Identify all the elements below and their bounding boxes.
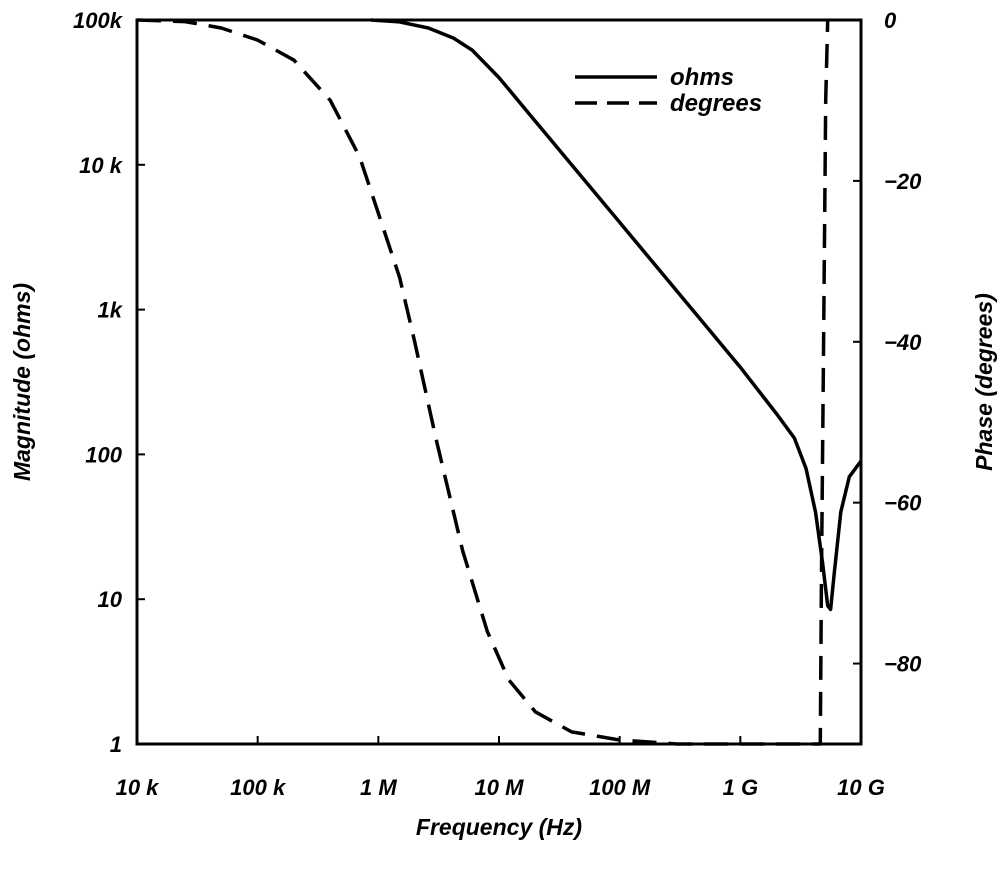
series-layer: [137, 20, 861, 744]
x-tick-label: 100 M: [589, 775, 651, 800]
series-line-ohms: [371, 20, 861, 609]
legend-label-degrees: degrees: [670, 90, 762, 117]
y-right-axis-title: Phase (degrees): [971, 293, 997, 471]
x-tick-label: 10 k: [116, 775, 161, 800]
y-left-axis-title: Magnitude (ohms): [9, 283, 35, 481]
series-line-degrees: [137, 20, 828, 744]
x-axis-title: Frequency (Hz): [416, 814, 582, 840]
x-tick-label: 100 k: [230, 775, 287, 800]
y-left-tick-label: 10: [98, 587, 123, 612]
x-tick-label: 1 M: [360, 775, 397, 800]
x-tick-label: 1 G: [723, 775, 758, 800]
y-left-tick-label: 1k: [98, 298, 124, 323]
legend-label-ohms: ohms: [670, 64, 734, 91]
y-right-tick-label: 0: [884, 8, 897, 33]
y-left-tick-label: 1: [110, 732, 122, 757]
y-left-tick-label: 10 k: [79, 153, 124, 178]
y-right-tick-label: −20: [884, 169, 922, 194]
x-tick-label: 10 M: [475, 775, 525, 800]
y-right-tick-label: −80: [884, 652, 922, 677]
y-right-tick-label: −60: [884, 491, 922, 516]
legend: ohms degrees: [575, 64, 762, 117]
y-left-tick-label: 100k: [73, 8, 124, 33]
y-right-tick-label: −40: [884, 330, 922, 355]
y-left-tick-label: 100: [85, 442, 122, 467]
x-tick-label: 10 G: [837, 775, 885, 800]
labels-layer: 10 k 100 k 1 M 10 M 100 M 1 G 10 G 1 10 100 1k 10 k…: [73, 8, 922, 800]
